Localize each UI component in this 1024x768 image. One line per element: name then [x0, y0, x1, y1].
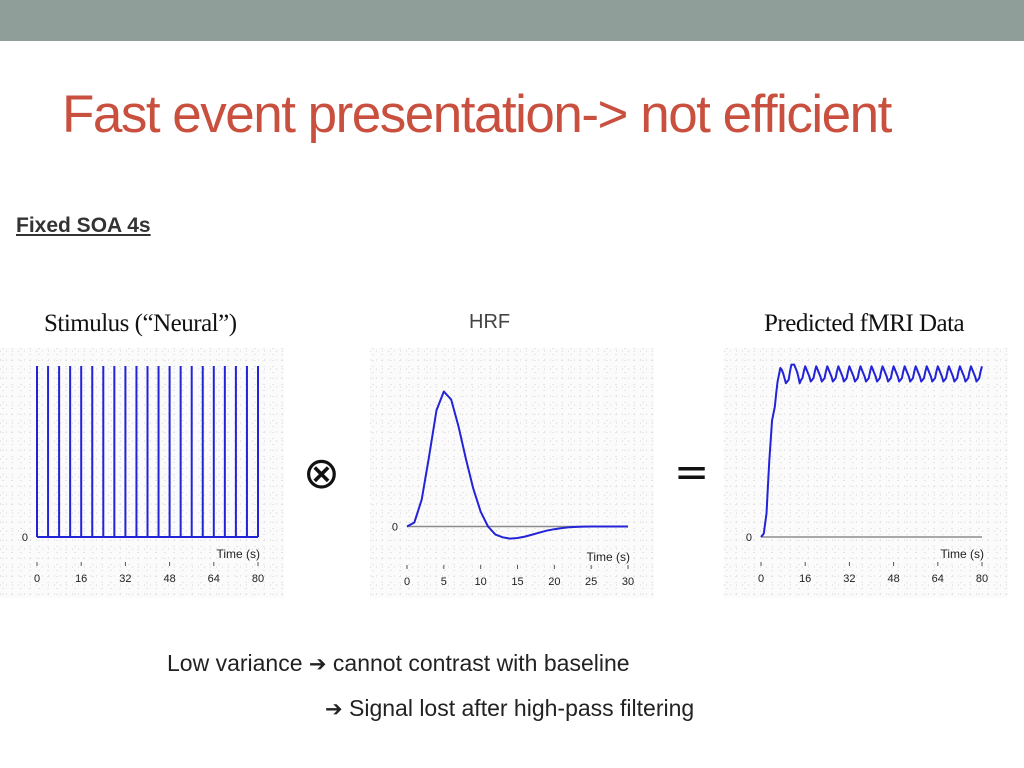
convolution-operator: ⊗	[303, 448, 340, 499]
x-axis-label: Time (s)	[940, 547, 984, 561]
equals-operator: =	[674, 447, 710, 496]
x-tick-label: 25	[585, 576, 597, 588]
x-tick-label: 80	[976, 573, 988, 585]
top-bar	[0, 0, 1024, 41]
x-tick-label: 32	[843, 573, 855, 585]
x-tick-label: 0	[34, 573, 40, 585]
x-tick-label: 15	[511, 576, 523, 588]
x-tick-label: 30	[622, 576, 634, 588]
y-tick-label: 0	[392, 522, 398, 534]
arrow-right-icon: ➔	[325, 697, 343, 721]
x-tick-label: 5	[441, 576, 447, 588]
hrf-plot: 0 0 5 10 15 20 25 30 Time (s)	[370, 348, 654, 598]
plot-background	[724, 348, 1008, 598]
hrf-plot-title: HRF	[469, 311, 511, 333]
data-line	[760, 363, 983, 538]
note-line-1: Low variance ➔ cannot contrast with base…	[167, 650, 630, 677]
fmri-plot-title: Predicted fMRI Data	[764, 310, 965, 337]
y-tick-label: 0	[22, 532, 28, 544]
x-tick-label: 64	[208, 573, 220, 585]
fmri-plot: 0 0 16 32 48 64 80 Time (s)	[724, 348, 1008, 598]
x-tick-label: 16	[799, 573, 811, 585]
x-tick-label: 80	[252, 573, 264, 585]
data-line	[406, 390, 628, 540]
y-tick-label: 0	[746, 532, 752, 544]
x-tick-label: 10	[475, 576, 487, 588]
x-tick-label: 48	[163, 573, 175, 585]
arrow-right-icon: ➔	[308, 652, 327, 676]
x-tick-label: 16	[75, 573, 87, 585]
note-line-2-text: Signal lost after high-pass filtering	[349, 695, 695, 721]
note-line-2: ➔ Signal lost after high-pass filtering	[325, 695, 694, 722]
stimulus-plot: 0 0 16 32 48 64 80 Time (s)	[0, 348, 284, 598]
note-line-1-pre: Low variance	[167, 650, 303, 676]
stimulus-plot-title: Stimulus (“Neural”)	[44, 310, 237, 337]
note-line-1-post: cannot contrast with baseline	[332, 650, 630, 676]
slide-title: Fast event presentation-> not efficient	[62, 85, 892, 144]
x-tick-label: 32	[119, 573, 131, 585]
plot-background	[370, 348, 654, 598]
x-axis-label: Time (s)	[586, 550, 630, 564]
x-tick-label: 0	[758, 573, 764, 585]
x-tick-label: 0	[404, 576, 410, 588]
stimulus-series	[36, 366, 259, 538]
slide-subtitle: Fixed SOA 4s	[16, 214, 151, 237]
x-tick-label: 20	[548, 576, 560, 588]
x-tick-label: 48	[887, 573, 899, 585]
x-axis-label: Time (s)	[216, 547, 260, 561]
x-tick-label: 64	[932, 573, 944, 585]
